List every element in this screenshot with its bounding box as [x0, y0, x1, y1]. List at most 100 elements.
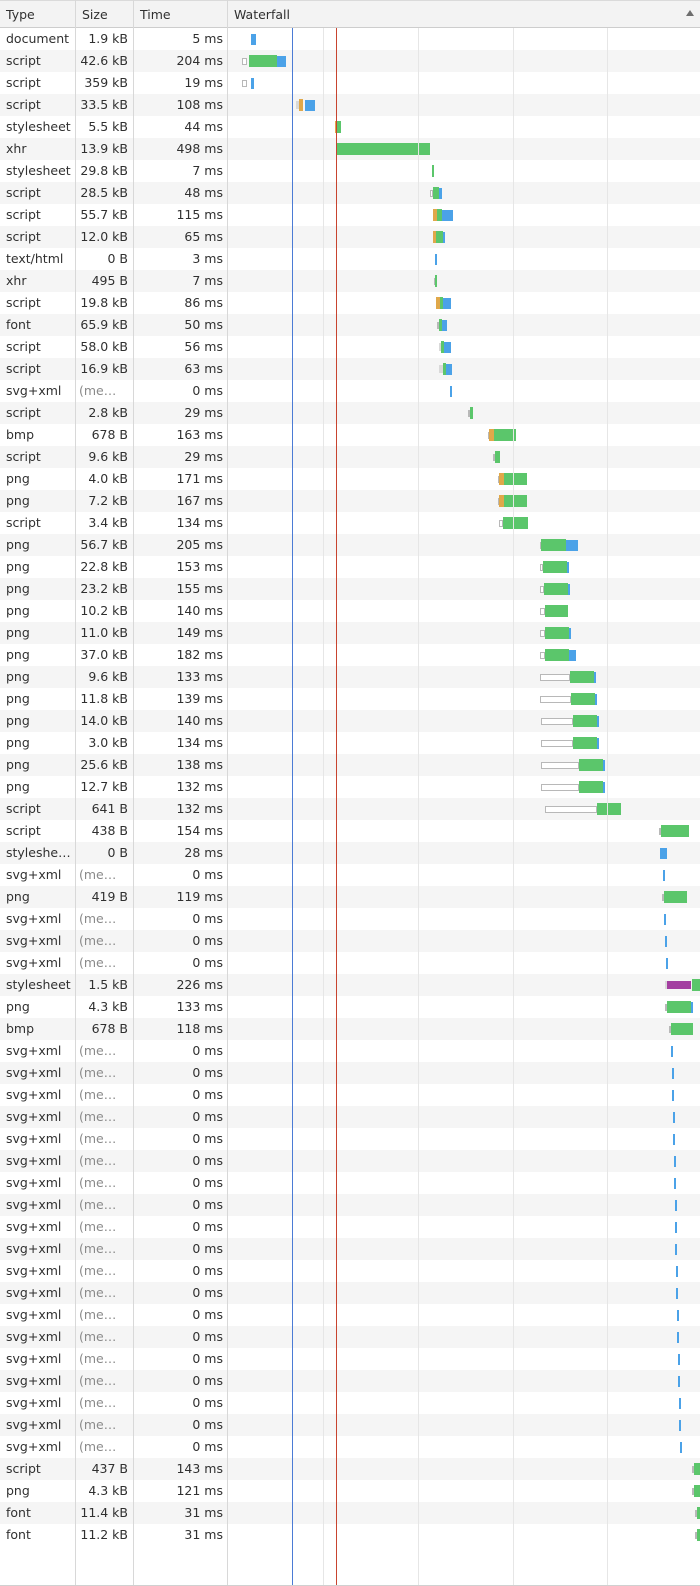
table-row[interactable]: svg+xml (mem… 0 ms: [0, 1326, 700, 1348]
waterfall-bar-recv[interactable]: [567, 584, 570, 595]
table-row[interactable]: script 3.4 kB 134 ms: [0, 512, 700, 534]
waterfall-bar-wait[interactable]: [664, 891, 687, 903]
waterfall-bar-queue[interactable]: [497, 498, 500, 505]
waterfall-bar-recv[interactable]: [678, 1376, 681, 1387]
waterfall-bar-recv[interactable]: [679, 1442, 682, 1453]
waterfall-bar-dns[interactable]: [299, 99, 303, 111]
waterfall-bar-recv[interactable]: [673, 1134, 676, 1145]
table-row[interactable]: svg+xml (mem… 0 ms: [0, 1392, 700, 1414]
table-row[interactable]: png 10.2 kB 140 ms: [0, 600, 700, 622]
table-row[interactable]: png 22.8 kB 153 ms: [0, 556, 700, 578]
waterfall-bar-recv[interactable]: [450, 386, 453, 397]
waterfall-bar-queue[interactable]: [467, 410, 470, 417]
waterfall-bar-recv[interactable]: [250, 34, 257, 45]
table-row[interactable]: png 4.0 kB 171 ms: [0, 468, 700, 490]
waterfall-bar-recv[interactable]: [677, 1354, 680, 1365]
waterfall-bar-wait[interactable]: [569, 671, 595, 683]
table-row[interactable]: script 58.0 kB 56 ms: [0, 336, 700, 358]
waterfall-bar-recv[interactable]: [672, 1112, 675, 1123]
waterfall-bar-dns[interactable]: [499, 495, 504, 507]
waterfall-bar-queue[interactable]: [540, 652, 546, 659]
waterfall-bar-wait[interactable]: [436, 231, 443, 243]
waterfall-bar-queue[interactable]: [499, 520, 504, 527]
table-row[interactable]: svg+xml (mem… 0 ms: [0, 930, 700, 952]
waterfall-bar-queue[interactable]: [497, 476, 500, 483]
waterfall-bar-recv[interactable]: [443, 298, 451, 309]
waterfall-bar-recv[interactable]: [434, 254, 437, 265]
table-row[interactable]: styleshe… 0 B 28 ms: [0, 842, 700, 864]
table-row[interactable]: png 11.8 kB 139 ms: [0, 688, 700, 710]
table-row[interactable]: script 359 kB 19 ms: [0, 72, 700, 94]
waterfall-bar-recv[interactable]: [673, 1156, 676, 1167]
waterfall-bar-wait[interactable]: [696, 1507, 700, 1519]
waterfall-bar-stall[interactable]: [296, 101, 300, 109]
waterfall-bar-wait[interactable]: [503, 517, 528, 529]
waterfall-bar-wait[interactable]: [432, 187, 439, 199]
waterfall-bar-recv[interactable]: [597, 716, 600, 727]
table-row[interactable]: svg+xml (mem… 0 ms: [0, 952, 700, 974]
waterfall-bar-recv[interactable]: [443, 342, 452, 353]
waterfall-bar-queue[interactable]: [541, 762, 580, 769]
waterfall-bar-queue[interactable]: [436, 322, 439, 329]
waterfall-bar-queue[interactable]: [492, 454, 495, 461]
waterfall-bar-wait[interactable]: [436, 209, 443, 221]
waterfall-bar-recv[interactable]: [679, 1420, 682, 1431]
waterfall-bar-queue[interactable]: [541, 718, 573, 725]
table-row[interactable]: script 438 B 154 ms: [0, 820, 700, 842]
table-row[interactable]: text/html 0 B 3 ms: [0, 248, 700, 270]
waterfall-bar-ssl[interactable]: [666, 981, 692, 989]
waterfall-bar-wait[interactable]: [545, 649, 569, 661]
waterfall-bar-dns[interactable]: [432, 231, 437, 243]
column-header-waterfall[interactable]: Waterfall: [228, 1, 700, 28]
table-row[interactable]: script 437 B 143 ms: [0, 1458, 700, 1480]
column-divider[interactable]: [133, 0, 134, 1586]
table-row[interactable]: svg+xml (mem… 0 ms: [0, 1370, 700, 1392]
table-row[interactable]: svg+xml (mem… 0 ms: [0, 1348, 700, 1370]
waterfall-bar-recv[interactable]: [671, 1068, 674, 1079]
waterfall-bar-wait[interactable]: [441, 341, 444, 353]
table-row[interactable]: svg+xml (mem… 0 ms: [0, 1436, 700, 1458]
waterfall-bar-queue[interactable]: [241, 80, 247, 87]
waterfall-bar-recv[interactable]: [676, 1310, 679, 1321]
table-row[interactable]: png 4.3 kB 121 ms: [0, 1480, 700, 1502]
waterfall-bar-wait[interactable]: [544, 583, 568, 595]
table-row[interactable]: svg+xml (mem… 0 ms: [0, 1414, 700, 1436]
waterfall-bar-recv[interactable]: [442, 320, 447, 331]
table-row[interactable]: svg+xml (mem… 0 ms: [0, 1128, 700, 1150]
table-row[interactable]: svg+xml (mem… 0 ms: [0, 380, 700, 402]
waterfall-bar-recv[interactable]: [676, 1288, 679, 1299]
waterfall-bar-wait[interactable]: [661, 825, 689, 837]
waterfall-bar-dns[interactable]: [432, 209, 437, 221]
waterfall-bar-queue[interactable]: [487, 432, 490, 439]
table-row[interactable]: script 55.7 kB 115 ms: [0, 204, 700, 226]
waterfall-bar-stall[interactable]: [439, 365, 444, 373]
table-row[interactable]: script 28.5 kB 48 ms: [0, 182, 700, 204]
waterfall-bar-wait[interactable]: [439, 297, 444, 309]
waterfall-bar-recv[interactable]: [674, 1200, 677, 1211]
waterfall-bar-queue[interactable]: [539, 586, 545, 593]
table-row[interactable]: svg+xml (mem… 0 ms: [0, 1282, 700, 1304]
waterfall-bar-dns[interactable]: [489, 429, 494, 441]
waterfall-bar-wait[interactable]: [579, 781, 603, 793]
waterfall-bar-queue[interactable]: [539, 564, 544, 571]
waterfall-bar-wait[interactable]: [545, 627, 569, 639]
waterfall-bar-wait[interactable]: [541, 539, 566, 551]
table-row[interactable]: png 12.7 kB 132 ms: [0, 776, 700, 798]
table-row[interactable]: script 16.9 kB 63 ms: [0, 358, 700, 380]
table-row[interactable]: png 3.0 kB 134 ms: [0, 732, 700, 754]
table-row[interactable]: font 11.4 kB 31 ms: [0, 1502, 700, 1524]
table-row[interactable]: script 33.5 kB 108 ms: [0, 94, 700, 116]
table-row[interactable]: svg+xml (mem… 0 ms: [0, 1304, 700, 1326]
table-row[interactable]: svg+xml (mem… 0 ms: [0, 908, 700, 930]
waterfall-bar-wait[interactable]: [493, 429, 516, 441]
waterfall-bar-wait[interactable]: [570, 693, 596, 705]
waterfall-bar-recv[interactable]: [671, 1046, 674, 1057]
table-row[interactable]: png 25.6 kB 138 ms: [0, 754, 700, 776]
table-row[interactable]: xhr 495 B 7 ms: [0, 270, 700, 292]
table-row[interactable]: svg+xml (mem… 0 ms: [0, 1062, 700, 1084]
waterfall-bar-wait[interactable]: [443, 363, 446, 375]
waterfall-bar-wait[interactable]: [696, 1529, 700, 1541]
waterfall-bar-recv[interactable]: [597, 738, 600, 749]
waterfall-bar-wait[interactable]: [438, 319, 443, 331]
table-row[interactable]: svg+xml (mem… 0 ms: [0, 1238, 700, 1260]
